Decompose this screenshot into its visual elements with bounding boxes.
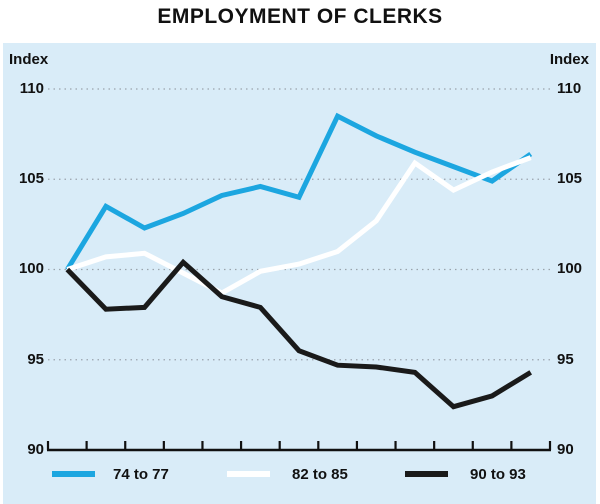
y-tick-label-left-100: 100: [18, 260, 44, 277]
chart-panel: [3, 43, 596, 504]
legend-swatch-90-93: [405, 471, 448, 477]
y-tick-label-right-100: 100: [557, 260, 583, 277]
y-tick-label-left-105: 105: [18, 170, 44, 187]
y-axis-title-left: Index: [9, 51, 49, 68]
legend-label-82-85: 82 to 85: [292, 466, 348, 483]
series-line-74-to-77: [65, 112, 533, 271]
chart-title: EMPLOYMENT OF CLERKS: [157, 5, 443, 28]
series-line-90-to-93: [65, 258, 533, 410]
y-tick-label-right-90: 90: [557, 441, 574, 458]
legend-swatch-82-85: [227, 471, 270, 477]
y-tick-label-right-110: 110: [557, 80, 582, 97]
legend-swatch-74-77: [52, 471, 95, 477]
y-tick-label-left-90: 90: [27, 441, 44, 458]
series-line-82-to-85: [66, 155, 532, 296]
y-axis-title-right: Index: [549, 51, 589, 68]
y-tick-label-left-110: 110: [19, 80, 44, 97]
y-tick-label-right-95: 95: [557, 351, 574, 368]
y-tick-label-right-105: 105: [557, 170, 583, 187]
legend-label-74-77: 74 to 77: [113, 466, 169, 483]
y-tick-label-left-95: 95: [27, 351, 44, 368]
legend-label-90-93: 90 to 93: [470, 466, 526, 483]
